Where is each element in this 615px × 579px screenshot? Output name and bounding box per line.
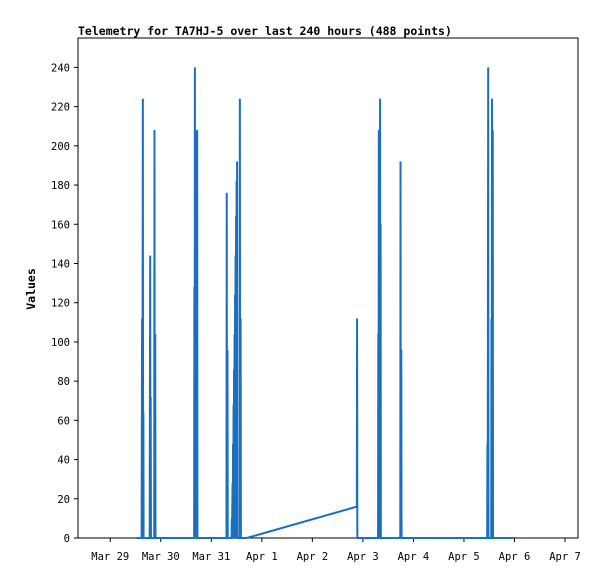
series-group xyxy=(136,67,514,539)
y-tick-label: 220 xyxy=(51,102,70,114)
series-line xyxy=(136,67,514,539)
x-tick-label: Apr 5 xyxy=(448,551,480,563)
y-axis: 0 20 40 60 80 100 120 140 160 180 200 220 240 xyxy=(51,62,78,545)
x-tick-label: Apr 6 xyxy=(499,551,531,563)
y-tick-label: 100 xyxy=(51,337,70,349)
y-tick-label: 140 xyxy=(51,258,70,270)
y-tick-label: 240 xyxy=(51,62,70,74)
x-tick-label: Apr 7 xyxy=(549,551,581,563)
y-tick-label: 60 xyxy=(57,415,70,427)
y-tick-label: 40 xyxy=(57,455,70,467)
x-tick-label: Apr 4 xyxy=(398,551,430,563)
x-tick-label: Apr 1 xyxy=(246,551,278,563)
x-axis: Mar 29 Mar 30 Mar 31 Apr 1 Apr 2 Apr 3 Apr 4 Ap… xyxy=(91,538,581,563)
x-tick-label: Mar 30 xyxy=(142,551,180,563)
y-tick-label: 80 xyxy=(57,376,70,388)
x-tick-label: Mar 29 xyxy=(91,551,129,563)
x-tick-label: Mar 31 xyxy=(192,551,230,563)
plot-frame xyxy=(77,37,579,539)
y-tick-label: 0 xyxy=(64,533,70,545)
y-tick-label: 160 xyxy=(51,219,70,231)
x-tick-label: Apr 2 xyxy=(297,551,329,563)
y-tick-label: 120 xyxy=(51,298,70,310)
chart-title: Telemetry for TA7HJ-5 over last 240 hour… xyxy=(78,24,452,38)
y-tick-label: 20 xyxy=(57,494,70,506)
y-tick-label: 200 xyxy=(51,141,70,153)
x-tick-label: Apr 3 xyxy=(347,551,379,563)
y-tick-label: 180 xyxy=(51,180,70,192)
y-axis-label: Values xyxy=(24,268,38,310)
